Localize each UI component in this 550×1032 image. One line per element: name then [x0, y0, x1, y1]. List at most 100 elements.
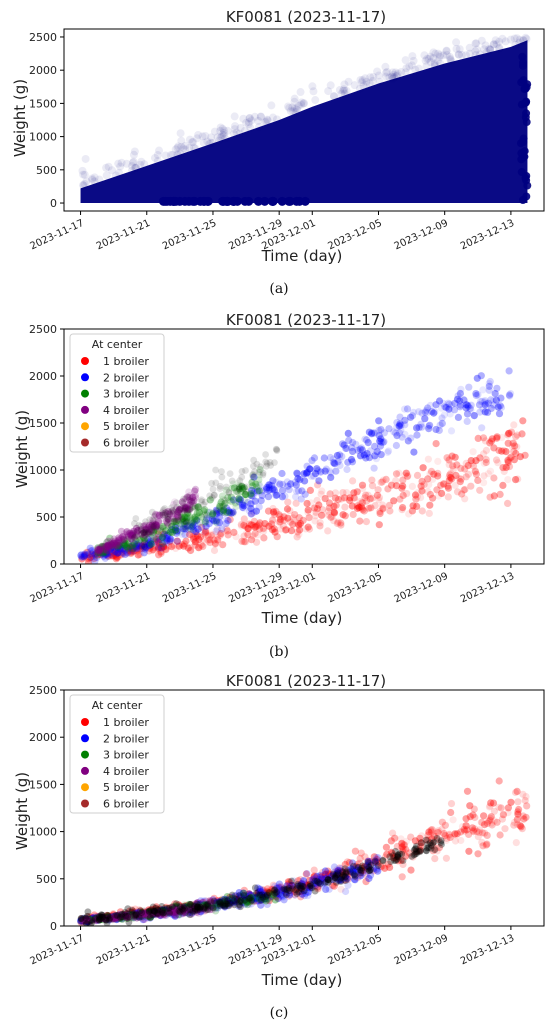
data-point: [451, 481, 459, 489]
data-point: [290, 877, 298, 885]
data-point: [252, 893, 260, 901]
data-point: [105, 916, 113, 924]
data-point: [205, 901, 213, 909]
data-point: [410, 851, 418, 859]
data-point: [272, 478, 280, 486]
data-point: [213, 516, 221, 524]
data-point: [189, 902, 197, 910]
data-point: [412, 495, 420, 503]
data-point: [120, 530, 128, 538]
data-point: [102, 163, 111, 172]
data-point: [126, 548, 134, 556]
data-point: [334, 876, 342, 885]
data-point: [377, 435, 385, 443]
data-point: [246, 491, 254, 499]
data-point: [104, 552, 112, 560]
data-point: [130, 911, 138, 919]
data-point: [92, 915, 100, 923]
data-point: [339, 489, 347, 497]
data-point: [296, 526, 304, 534]
data-point: [342, 868, 350, 876]
data-point: [120, 910, 128, 918]
data-point: [123, 528, 131, 536]
data-point: [169, 906, 177, 914]
data-point: [490, 807, 498, 815]
data-point: [94, 545, 102, 553]
data-point: [471, 813, 479, 822]
data-point: [384, 447, 393, 455]
data-point: [320, 879, 328, 887]
data-point: [265, 895, 273, 903]
data-point: [138, 908, 146, 916]
data-point: [474, 476, 482, 484]
data-point: [209, 509, 217, 517]
data-point: [105, 916, 113, 923]
data-point: [282, 526, 290, 534]
data-point: [141, 531, 149, 539]
data-point: [218, 896, 226, 904]
data-point: [169, 905, 177, 913]
data-point: [401, 471, 409, 479]
data-point: [137, 907, 144, 915]
data-point: [130, 544, 138, 552]
data-point: [109, 552, 117, 560]
data-point: [94, 915, 102, 923]
data-point: [104, 545, 112, 554]
data-point: [142, 910, 150, 918]
data-point: [251, 529, 259, 538]
data-point: [144, 912, 152, 920]
data-point: [500, 447, 508, 455]
data-point: [416, 848, 424, 856]
data-point: [427, 844, 435, 852]
legend-box: [69, 694, 165, 814]
data-point: [430, 470, 438, 478]
data-point: [245, 898, 253, 906]
data-point: [113, 538, 121, 546]
data-point: [456, 389, 464, 398]
data-point: [262, 892, 270, 901]
data-point: [161, 505, 169, 512]
data-point: [213, 507, 221, 515]
data-point: [108, 913, 116, 922]
data-point: [182, 907, 190, 915]
data-point: [253, 538, 261, 546]
data-point: [248, 894, 256, 902]
data-point: [344, 866, 352, 875]
data-point: [461, 827, 469, 835]
data-point: [263, 462, 270, 470]
data-point: [421, 408, 429, 416]
data-point: [258, 891, 266, 899]
data-point: [486, 377, 494, 386]
data-point: [176, 129, 185, 138]
data-point: [359, 484, 367, 493]
data-point: [78, 166, 87, 175]
data-point: [156, 911, 164, 919]
data-point: [163, 536, 171, 544]
data-point: [191, 904, 200, 913]
data-point: [175, 911, 183, 919]
data-point: [317, 468, 325, 476]
data-point: [82, 916, 90, 924]
data-point: [208, 902, 216, 910]
data-point: [237, 903, 244, 911]
data-point: [365, 428, 373, 436]
data-point: [230, 897, 238, 905]
data-point: [169, 908, 177, 917]
data-point: [324, 876, 332, 883]
data-point: [263, 891, 271, 899]
data-point: [280, 513, 288, 521]
data-point: [322, 874, 330, 882]
data-point: [269, 516, 277, 524]
data-point: [113, 541, 121, 550]
data-point: [229, 480, 237, 488]
data-point: [166, 907, 174, 915]
data-point: [242, 896, 250, 904]
data-point: [288, 103, 297, 112]
data-point: [344, 881, 352, 889]
data-point: [504, 809, 512, 817]
data-point: [304, 892, 312, 900]
data-point: [419, 464, 427, 472]
data-point: [206, 538, 214, 547]
data-point: [147, 912, 155, 920]
data-point: [249, 521, 257, 529]
